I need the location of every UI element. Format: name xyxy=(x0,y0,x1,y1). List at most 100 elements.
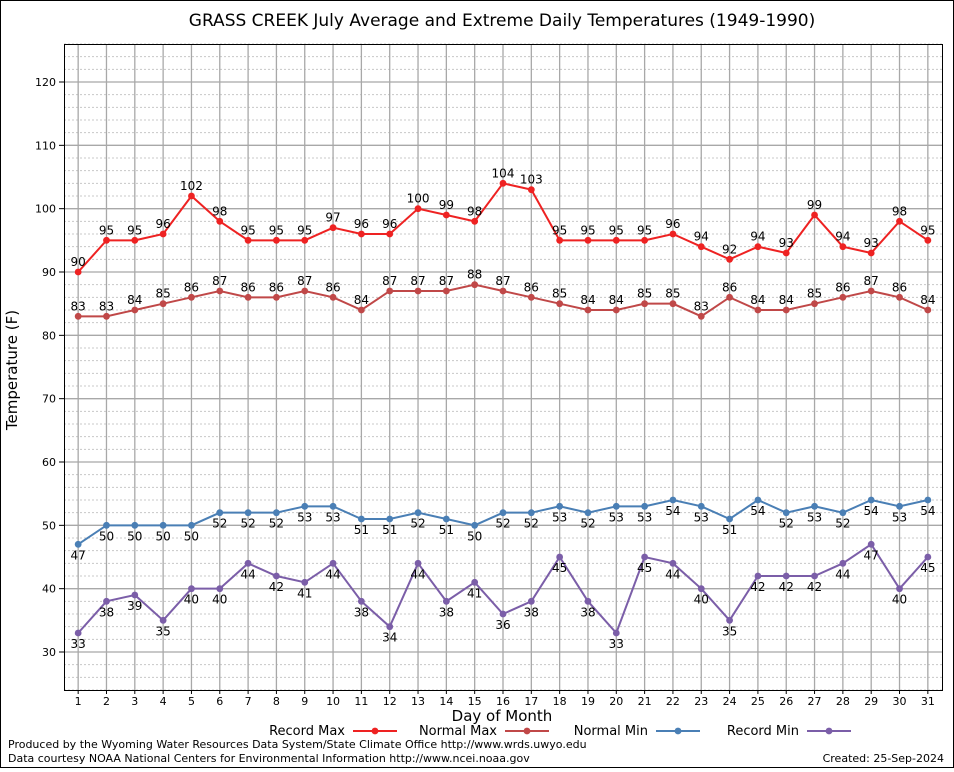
x-tick-label: 19 xyxy=(581,695,595,708)
data-label: 86 xyxy=(835,280,850,294)
data-point xyxy=(471,521,479,529)
data-label: 53 xyxy=(552,510,567,524)
data-point xyxy=(754,496,762,504)
data-point xyxy=(386,515,394,523)
data-point xyxy=(697,243,705,251)
data-point xyxy=(103,312,110,320)
data-label: 40 xyxy=(694,593,709,607)
data-point xyxy=(131,236,139,244)
data-point xyxy=(499,179,507,187)
data-point xyxy=(329,224,337,232)
data-point xyxy=(867,496,875,504)
data-label: 40 xyxy=(892,593,907,607)
x-tick-label: 29 xyxy=(864,695,878,708)
data-point xyxy=(273,572,280,580)
data-point xyxy=(669,230,677,238)
data-label: 42 xyxy=(779,580,794,594)
data-label: 52 xyxy=(580,517,595,531)
data-label: 38 xyxy=(580,605,595,619)
legend-label: Record Min xyxy=(727,724,799,739)
footer-data-courtesy: Data courtesy NOAA National Centers for … xyxy=(8,752,530,765)
y-tick-label: 50 xyxy=(42,519,56,532)
data-label: 95 xyxy=(552,223,567,237)
data-label: 95 xyxy=(99,223,114,237)
data-point xyxy=(896,217,903,225)
data-point xyxy=(442,597,450,605)
data-label: 53 xyxy=(807,510,822,524)
data-point xyxy=(697,585,705,593)
data-label: 87 xyxy=(495,274,510,288)
data-point xyxy=(188,293,195,301)
data-label: 86 xyxy=(892,280,907,294)
data-point xyxy=(442,287,450,295)
data-point xyxy=(754,243,762,251)
data-point xyxy=(329,293,337,301)
data-point xyxy=(584,306,592,314)
data-point xyxy=(811,502,818,510)
data-label: 90 xyxy=(71,255,86,269)
x-tick-label: 18 xyxy=(553,695,567,708)
y-tick-label: 30 xyxy=(42,646,56,659)
data-point xyxy=(131,591,139,599)
x-tick-label: 14 xyxy=(439,695,453,708)
data-label: 85 xyxy=(637,287,652,301)
data-point xyxy=(414,559,422,567)
data-point xyxy=(357,230,365,238)
series-normal-min: 47 50 50 50 50 52 52 52 53 53 51 51 52 51 50 52 52 53 52 53… xyxy=(71,496,935,562)
x-tick-label: 5 xyxy=(188,695,195,708)
data-label: 41 xyxy=(467,586,482,600)
data-label: 42 xyxy=(807,580,822,594)
data-label: 52 xyxy=(524,517,539,531)
data-label: 93 xyxy=(779,236,794,250)
data-label: 51 xyxy=(722,523,737,537)
data-point xyxy=(641,300,649,308)
data-point xyxy=(273,236,280,244)
legend-marker xyxy=(674,727,682,735)
data-point xyxy=(612,306,620,314)
data-point xyxy=(641,502,649,510)
data-point xyxy=(669,496,677,504)
data-label: 99 xyxy=(439,198,454,212)
data-point xyxy=(811,211,818,219)
data-label: 97 xyxy=(325,211,340,225)
data-point xyxy=(131,306,139,314)
x-tick-label: 27 xyxy=(808,695,822,708)
data-point xyxy=(584,509,592,517)
x-tick-label: 30 xyxy=(893,695,907,708)
data-label: 84 xyxy=(920,293,935,307)
data-label: 96 xyxy=(382,217,397,231)
data-label: 44 xyxy=(240,567,255,581)
data-label: 33 xyxy=(609,637,624,651)
data-point xyxy=(612,629,620,637)
data-label: 94 xyxy=(835,230,850,244)
data-point xyxy=(612,502,620,510)
y-tick-label: 70 xyxy=(42,393,56,406)
data-label: 38 xyxy=(99,605,114,619)
data-point xyxy=(131,521,139,529)
data-point xyxy=(216,287,224,295)
data-point xyxy=(584,236,592,244)
data-label: 53 xyxy=(637,510,652,524)
data-label: 85 xyxy=(155,287,170,301)
legend-label: Record Max xyxy=(269,724,345,739)
data-point xyxy=(499,610,507,618)
data-point xyxy=(839,509,847,517)
y-tick-label: 60 xyxy=(42,456,56,469)
data-point xyxy=(414,287,422,295)
data-label: 40 xyxy=(184,593,199,607)
data-point xyxy=(867,287,875,295)
data-label: 38 xyxy=(354,605,369,619)
data-label: 95 xyxy=(240,223,255,237)
data-label: 39 xyxy=(127,599,142,613)
data-label: 87 xyxy=(864,274,879,288)
data-label: 36 xyxy=(495,618,510,632)
x-tick-label: 25 xyxy=(751,695,765,708)
legend-entry: Record Max xyxy=(269,724,397,739)
data-label: 88 xyxy=(467,268,482,282)
data-point xyxy=(188,521,195,529)
data-point xyxy=(216,509,224,517)
data-point xyxy=(782,306,790,314)
y-tick-label: 80 xyxy=(42,329,56,342)
data-label: 96 xyxy=(354,217,369,231)
